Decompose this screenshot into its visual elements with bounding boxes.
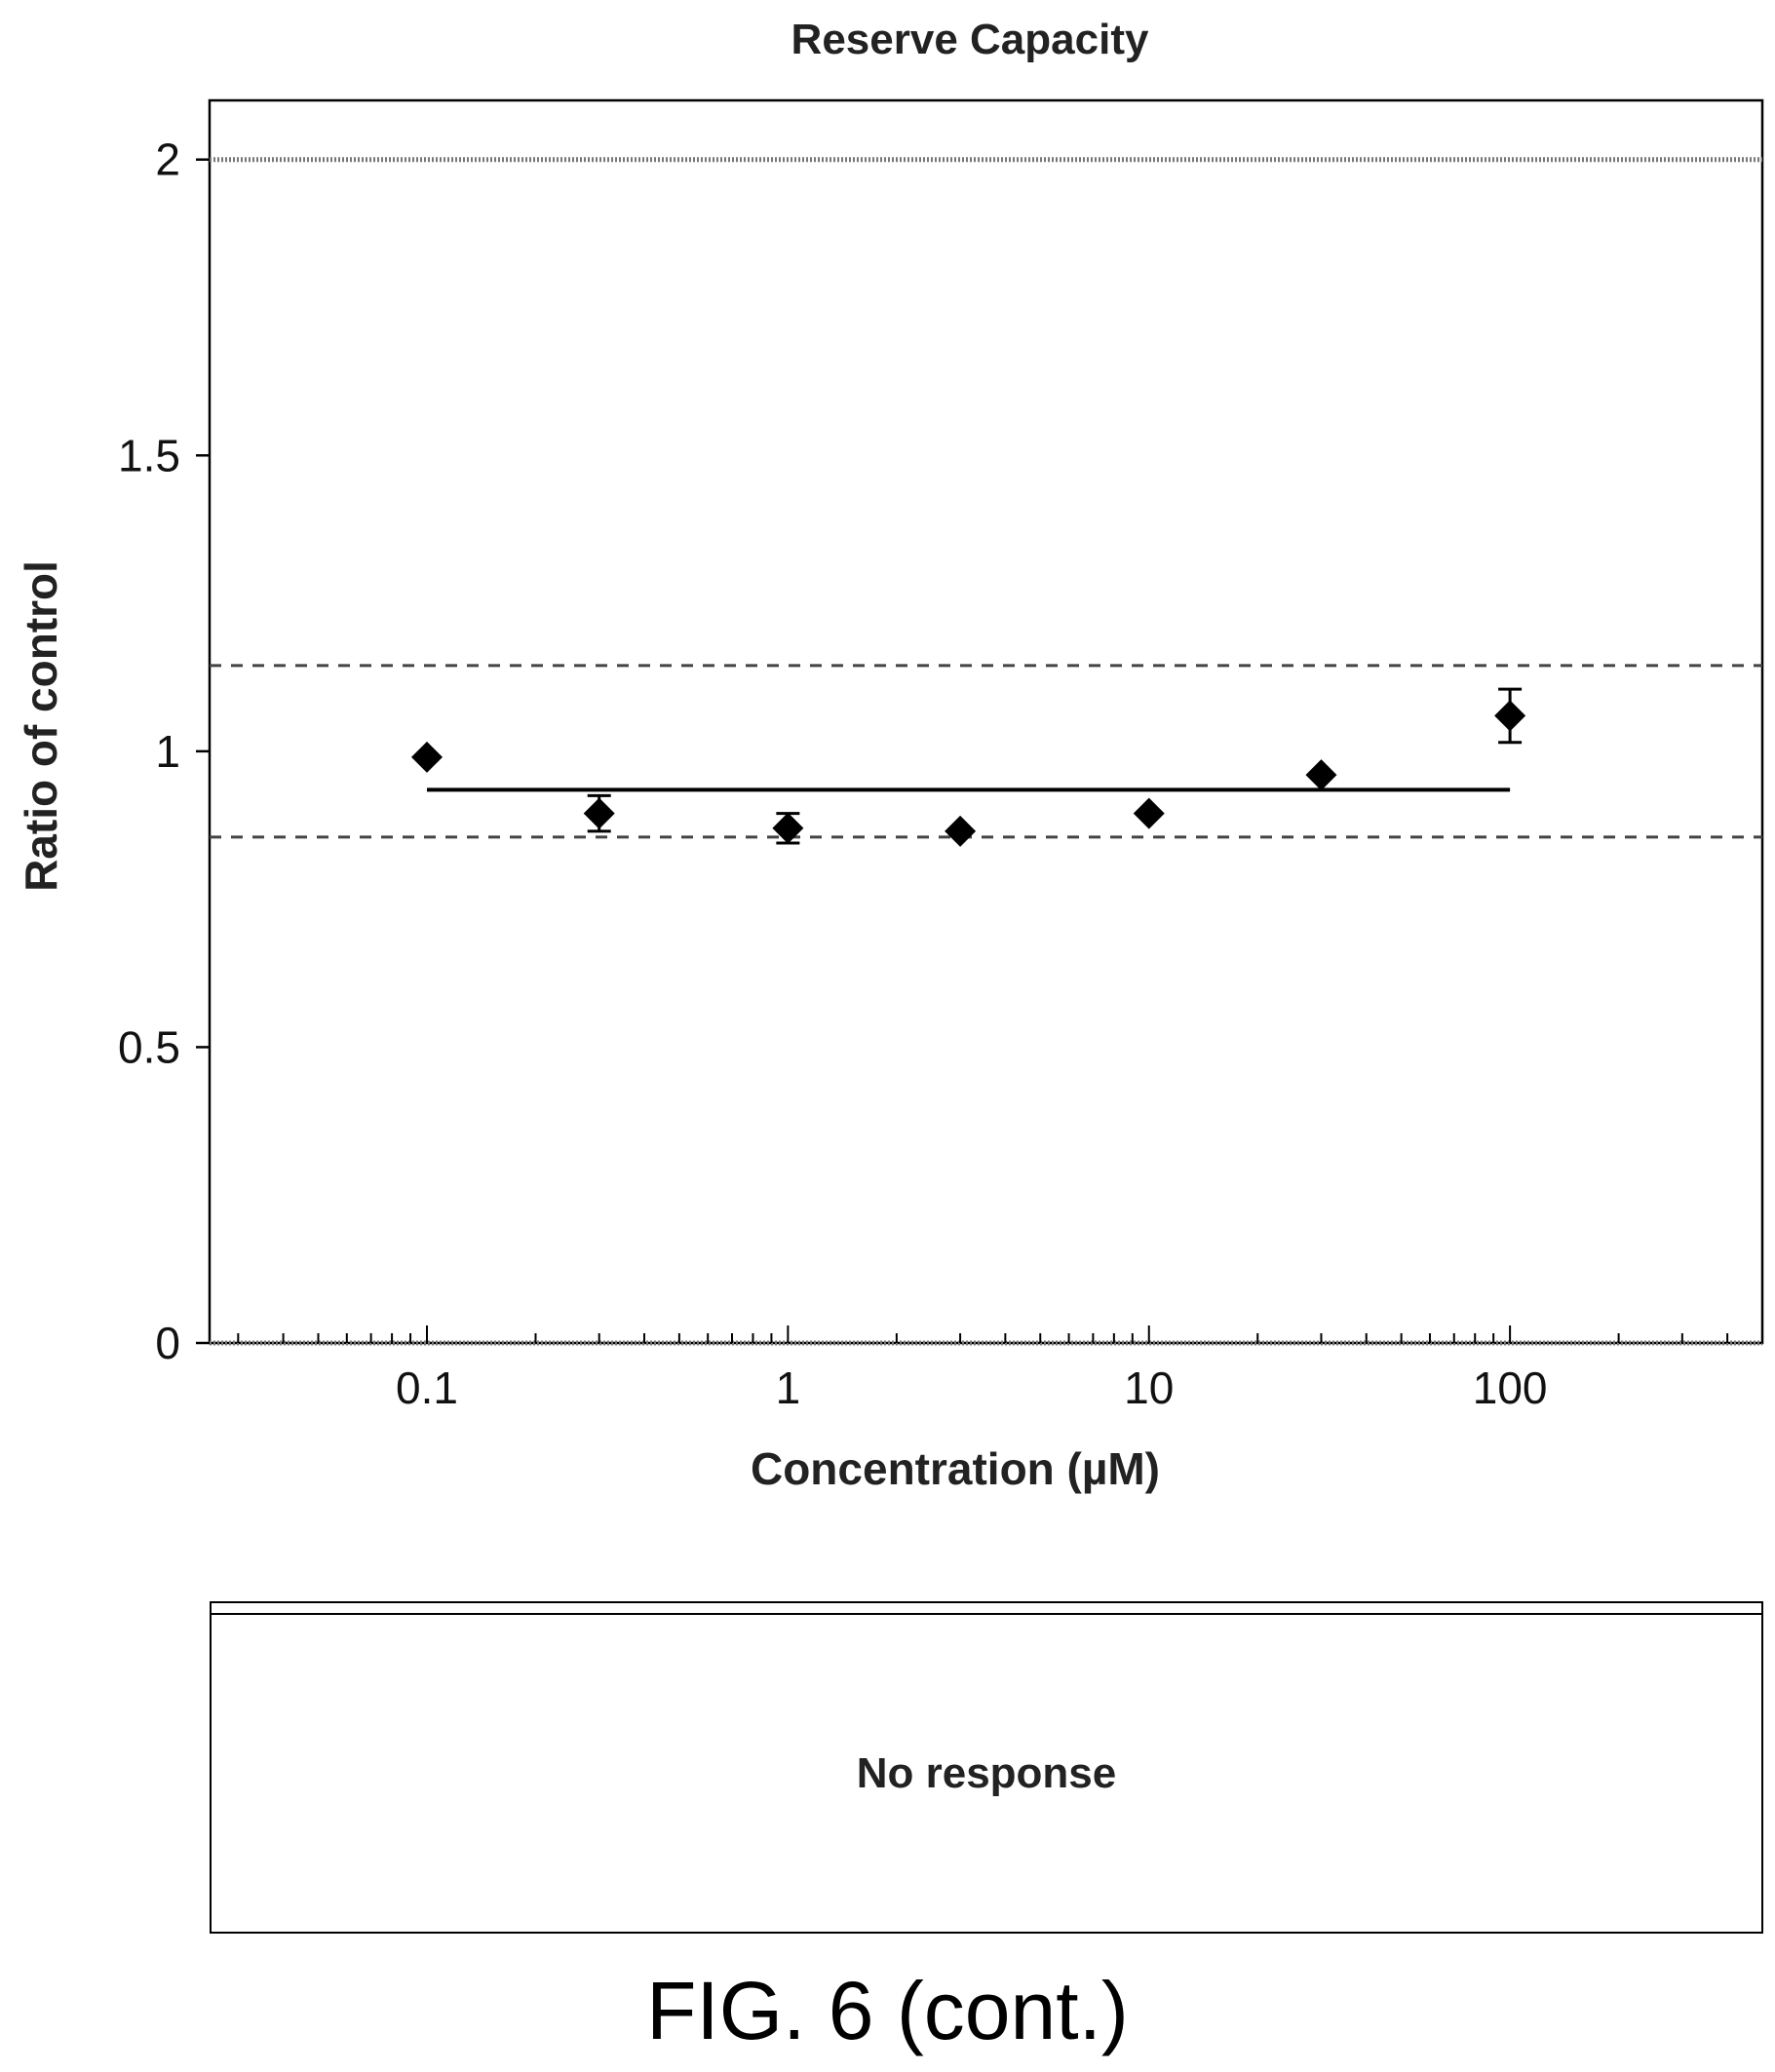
data-point-3 bbox=[772, 812, 804, 844]
chart-title: Reserve Capacity bbox=[791, 16, 1149, 63]
figure-caption: FIG. 6 (cont.) bbox=[646, 1965, 1129, 2056]
y-tick-label: 1.5 bbox=[118, 430, 180, 480]
data-point-1 bbox=[410, 741, 443, 773]
plot-frame bbox=[208, 98, 1764, 1345]
y-tick-label: 1 bbox=[155, 726, 180, 777]
data-point-7 bbox=[1494, 700, 1526, 732]
x-tick-label: 100 bbox=[1473, 1362, 1548, 1413]
y-tick-label: 2 bbox=[155, 134, 180, 185]
y-axis-label: Ratio of control bbox=[16, 560, 66, 892]
response-panel: No response bbox=[210, 1601, 1763, 1934]
response-text: No response bbox=[856, 1749, 1117, 1797]
x-tick-label: 10 bbox=[1124, 1362, 1174, 1413]
data-point-4 bbox=[945, 815, 977, 847]
data-point-2 bbox=[583, 797, 615, 829]
plot-area: 0 0.5 1 1.5 2 0.1 1 10 100 bbox=[118, 98, 1764, 1413]
x-tick-label: 0.1 bbox=[396, 1362, 458, 1413]
x-tick-label: 1 bbox=[776, 1362, 801, 1413]
x-axis-label: Concentration (µM) bbox=[751, 1443, 1160, 1494]
y-tick-label: 0.5 bbox=[118, 1021, 180, 1072]
panel-top-rule bbox=[212, 1613, 1761, 1615]
data-point-6 bbox=[1305, 759, 1337, 791]
data-point-5 bbox=[1133, 797, 1165, 829]
y-tick-label: 0 bbox=[155, 1318, 180, 1368]
